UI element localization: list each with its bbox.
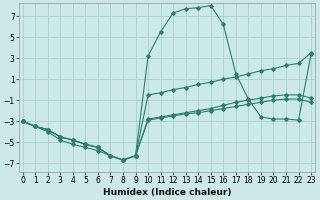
X-axis label: Humidex (Indice chaleur): Humidex (Indice chaleur) bbox=[103, 188, 231, 197]
